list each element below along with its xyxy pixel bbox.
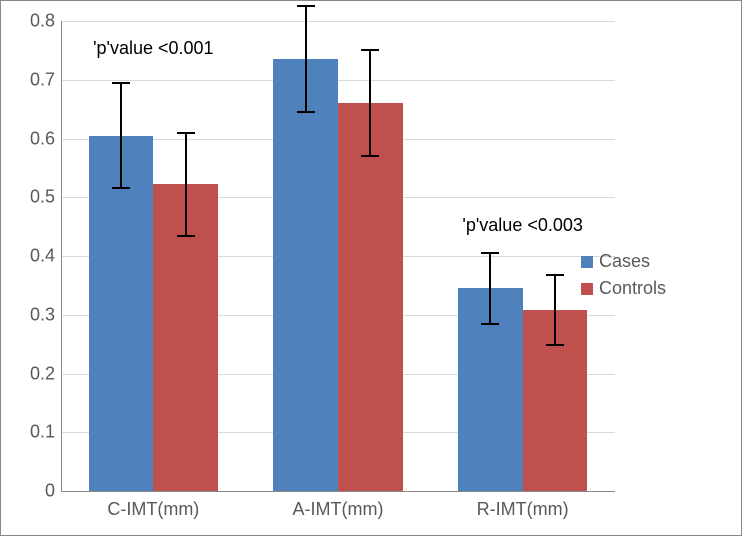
legend-label: Controls — [599, 278, 666, 299]
legend-swatch — [581, 283, 593, 295]
error-bar — [185, 133, 187, 236]
y-tick-label: 0.3 — [30, 304, 61, 325]
legend: Cases Controls — [581, 251, 666, 305]
error-cap — [177, 132, 195, 134]
legend-item: Cases — [581, 251, 666, 272]
bar-chart: 0 0.1 0.2 0.3 0.4 0.5 0.6 0.7 0.8 C-IMT(mm) A-IMT(… — [0, 0, 742, 536]
y-axis — [61, 21, 62, 491]
y-tick-label: 0.8 — [30, 11, 61, 32]
error-cap — [481, 323, 499, 325]
x-tick-label: A-IMT(mm) — [293, 491, 384, 520]
y-tick-label: 0.2 — [30, 363, 61, 384]
error-cap — [297, 5, 315, 7]
y-tick-label: 0.1 — [30, 422, 61, 443]
error-bar — [489, 253, 491, 324]
bar — [273, 59, 338, 491]
legend-label: Cases — [599, 251, 650, 272]
error-bar — [120, 83, 122, 189]
error-cap — [481, 252, 499, 254]
error-cap — [361, 49, 379, 51]
x-tick-label: R-IMT(mm) — [477, 491, 569, 520]
bar — [338, 103, 403, 491]
error-cap — [297, 111, 315, 113]
gridline — [61, 80, 615, 81]
y-tick-label: 0.5 — [30, 187, 61, 208]
legend-swatch — [581, 256, 593, 268]
y-tick-label: 0.6 — [30, 128, 61, 149]
p-value-annotation: 'p'value <0.001 — [93, 38, 213, 59]
gridline — [61, 21, 615, 22]
plot-area: 00.10.20.30.40.50.60.70.8C-IMT(mm)A-IMT(… — [61, 21, 615, 491]
error-cap — [112, 82, 130, 84]
error-bar — [554, 275, 556, 346]
y-tick-label: 0.7 — [30, 69, 61, 90]
x-tick-label: C-IMT(mm) — [107, 491, 199, 520]
error-bar — [369, 50, 371, 156]
error-cap — [546, 344, 564, 346]
y-tick-label: 0 — [45, 481, 61, 502]
p-value-annotation: 'p'value <0.004 — [278, 0, 398, 1]
error-cap — [546, 274, 564, 276]
error-cap — [112, 187, 130, 189]
y-tick-label: 0.4 — [30, 246, 61, 267]
error-cap — [177, 235, 195, 237]
error-cap — [361, 155, 379, 157]
p-value-annotation: 'p'value <0.003 — [462, 215, 582, 236]
error-bar — [305, 6, 307, 112]
legend-item: Controls — [581, 278, 666, 299]
